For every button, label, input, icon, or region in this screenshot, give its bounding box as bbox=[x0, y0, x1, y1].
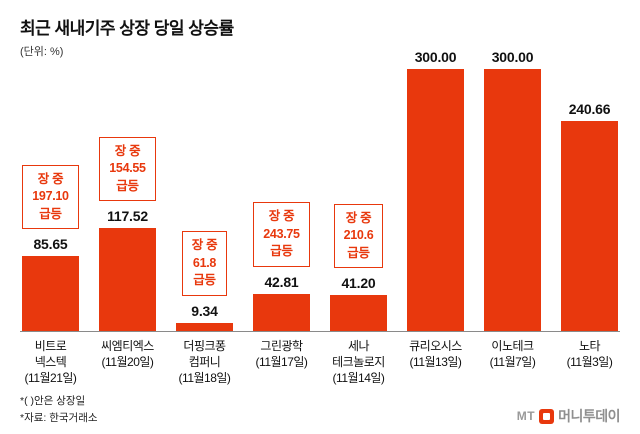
surge-annotation: 장 중 154.55 급등 bbox=[99, 136, 156, 202]
chart-column: 240.66 bbox=[561, 101, 618, 331]
logo-name-text: 머니투데이 bbox=[558, 408, 620, 424]
logo-mt-text: MT bbox=[516, 409, 536, 423]
unit-label: (단위: %) bbox=[20, 46, 64, 58]
category-label: 노타 (11월3일) bbox=[566, 339, 613, 370]
chart-column: 장 중 210.6 급등 41.20 bbox=[330, 203, 387, 331]
bar-value-label: 85.65 bbox=[33, 236, 68, 253]
bar-chart: 장 중 197.10 급등 85.65 장 중 154.55 급등 117.52 장 중… bbox=[20, 49, 620, 331]
moneytoday-logo-icon bbox=[539, 408, 555, 424]
bar bbox=[407, 69, 464, 331]
bar bbox=[99, 228, 156, 331]
chart-column: 300.00 bbox=[484, 49, 541, 331]
footnote-listing-date: *( )안은 상장일 bbox=[20, 395, 86, 408]
chart-column: 300.00 bbox=[407, 49, 464, 331]
bar-value-label: 300.00 bbox=[491, 49, 534, 65]
bar-value-label: 300.00 bbox=[414, 49, 457, 65]
chart-title: 최근 새내기주 상장 당일 상승률 bbox=[20, 19, 234, 38]
bar-value-label: 9.34 bbox=[191, 302, 218, 319]
x-labels: 비트로 넥스텍 (11월21일) 씨엠티엑스 (11월20일) 더핑크퐁 컴퍼니 (… bbox=[20, 331, 620, 387]
surge-annotation: 장 중 210.6 급등 bbox=[333, 203, 384, 269]
bar bbox=[330, 295, 387, 331]
bar-value-label: 240.66 bbox=[568, 100, 611, 117]
category-label: 그린광학 (11월17일) bbox=[255, 339, 308, 370]
bar bbox=[561, 120, 618, 331]
surge-annotation: 장 중 61.8 급등 bbox=[181, 231, 228, 296]
moneytoday-logo: MT 머니투데이 bbox=[516, 406, 621, 426]
footer: *( )안은 상장일 *자료: 한국거래소 MT 머니투데이 bbox=[20, 393, 620, 426]
bar-value-label: 117.52 bbox=[107, 208, 148, 225]
chart-column: 장 중 154.55 급등 117.52 bbox=[99, 136, 156, 331]
bar-value-label: 42.81 bbox=[264, 273, 299, 290]
chart-column: 장 중 61.8 급등 9.34 bbox=[176, 231, 233, 331]
bar bbox=[22, 256, 79, 331]
category-label: 씨엠티엑스 (11월20일) bbox=[101, 339, 154, 370]
bar bbox=[484, 69, 541, 331]
category-label: 더핑크퐁 컴퍼니 (11월18일) bbox=[178, 339, 231, 386]
chart-column: 장 중 243.75 급등 42.81 bbox=[253, 202, 310, 331]
category-label: 이노테크 (11월7일) bbox=[489, 339, 536, 370]
bar bbox=[253, 293, 310, 331]
category-label: 큐리오시스 (11월13일) bbox=[409, 339, 462, 370]
bar-value-label: 41.20 bbox=[341, 275, 376, 292]
footnotes: *( )안은 상장일 *자료: 한국거래소 bbox=[20, 393, 98, 426]
category-label: 세나 테크놀로지 (11월14일) bbox=[332, 339, 385, 386]
surge-annotation: 장 중 197.10 급등 bbox=[22, 164, 79, 230]
footnote-source: *자료: 한국거래소 bbox=[20, 411, 98, 424]
category-label: 비트로 넥스텍 (11월21일) bbox=[24, 339, 77, 386]
chart-column: 장 중 197.10 급등 85.65 bbox=[22, 164, 79, 331]
surge-annotation: 장 중 243.75 급등 bbox=[253, 202, 310, 267]
bar bbox=[176, 322, 233, 331]
